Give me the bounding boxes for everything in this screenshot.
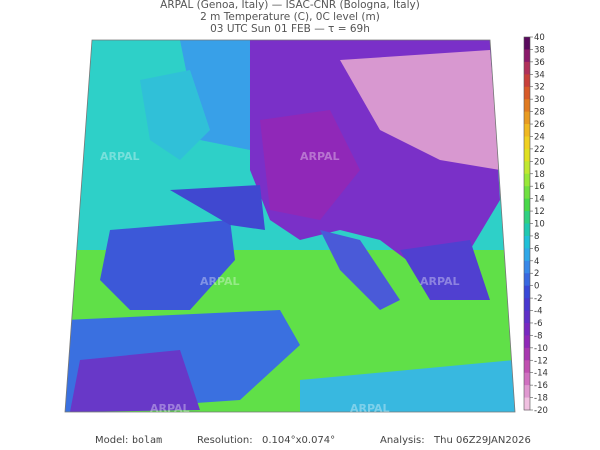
colorbar-label: 0 (534, 282, 539, 292)
colorbar-label: 20 (534, 157, 545, 167)
colorbar-swatch (524, 260, 530, 274)
colorbar-swatch (524, 161, 530, 175)
footer-label: Model: (95, 435, 128, 446)
colorbar-label: 40 (534, 33, 545, 43)
watermark: ARPAL (300, 150, 340, 163)
colorbar-swatch (524, 86, 530, 100)
footer-label: Analysis: (380, 435, 425, 446)
colorbar-label: 2 (534, 269, 539, 279)
colorbar-label: 8 (534, 232, 539, 242)
colorbar-swatch (524, 136, 530, 150)
colorbar-label: 26 (534, 120, 545, 130)
colorbar-label: -14 (534, 369, 548, 379)
header-line: 03 UTC Sun 01 FEB — τ = 69h (210, 23, 370, 35)
watermark: ARPAL (100, 150, 140, 163)
colorbar-swatch (524, 322, 530, 336)
colorbar-swatch (524, 99, 530, 113)
colorbar-label: 4 (534, 257, 539, 267)
colorbar-swatch (524, 273, 530, 287)
colorbar-label: 10 (534, 220, 545, 230)
colorbar-swatch (524, 148, 530, 162)
colorbar-label: -20 (534, 406, 548, 416)
colorbar-label: 32 (534, 83, 545, 93)
colorbar-label: 34 (534, 70, 545, 80)
colorbar-swatch (524, 49, 530, 63)
colorbar-label: -6 (534, 319, 542, 329)
colorbar-swatch (524, 360, 530, 374)
colorbar-swatch (524, 298, 530, 312)
colorbar-swatch (524, 385, 530, 399)
colorbar-swatch (524, 335, 530, 349)
watermark: ARPAL (200, 275, 240, 288)
colorbar-label: -4 (534, 307, 542, 317)
colorbar-label: 6 (534, 244, 539, 254)
colorbar-label: -16 (534, 381, 548, 391)
watermark: ARPAL (420, 275, 460, 288)
colorbar-swatch (524, 285, 530, 299)
colorbar-label: -12 (534, 356, 548, 366)
colorbar-swatch (524, 211, 530, 224)
colorbar-swatch (524, 310, 530, 324)
footer-value: Thu 06Z29JAN2026 (433, 435, 531, 446)
colorbar-label: -2 (534, 294, 542, 304)
footer-label: Resolution: (197, 435, 253, 446)
colorbar-label: 16 (534, 182, 545, 192)
map-frame (64, 39, 516, 413)
colorbar-label: 14 (534, 195, 545, 205)
colorbar-swatch (524, 372, 530, 386)
colorbar-label: 30 (534, 95, 545, 105)
map (65, 40, 515, 412)
colorbar-swatch (524, 61, 530, 75)
header-line: 2 m Temperature (C), 0C level (m) (200, 11, 380, 23)
colorbar-swatch (524, 347, 530, 361)
colorbar-swatch (524, 397, 530, 411)
colorbar-label: 36 (534, 58, 545, 68)
colorbar-label: 28 (534, 108, 545, 118)
colorbar-label: -8 (534, 331, 542, 341)
colorbar-label: 18 (534, 170, 545, 180)
colorbar-label: 22 (534, 145, 545, 155)
colorbar-label: -10 (534, 344, 548, 354)
colorbar-label: -18 (534, 394, 548, 404)
colorbar-swatch (524, 37, 530, 50)
colorbar-swatch (524, 173, 530, 187)
watermark: ARPAL (350, 402, 390, 415)
colorbar: 4038363432302826242220181614121086420-2-… (523, 33, 548, 416)
footer-value: 0.104°x0.074° (262, 435, 335, 446)
colorbar-swatch (524, 111, 530, 125)
footer-value: bolam (132, 435, 162, 446)
colorbar-swatch (524, 186, 530, 200)
colorbar-swatch (524, 223, 530, 237)
colorbar-swatch (524, 74, 530, 88)
colorbar-swatch (524, 248, 530, 262)
colorbar-label: 12 (534, 207, 545, 217)
colorbar-label: 24 (534, 132, 545, 142)
watermark: ARPAL (150, 402, 190, 415)
colorbar-label: 38 (534, 45, 545, 55)
colorbar-swatch (524, 235, 530, 249)
colorbar-swatch (524, 198, 530, 212)
header-line: ARPAL (Genoa, Italy) — ISAC-CNR (Bologna… (160, 0, 420, 11)
colorbar-swatch (524, 124, 530, 137)
